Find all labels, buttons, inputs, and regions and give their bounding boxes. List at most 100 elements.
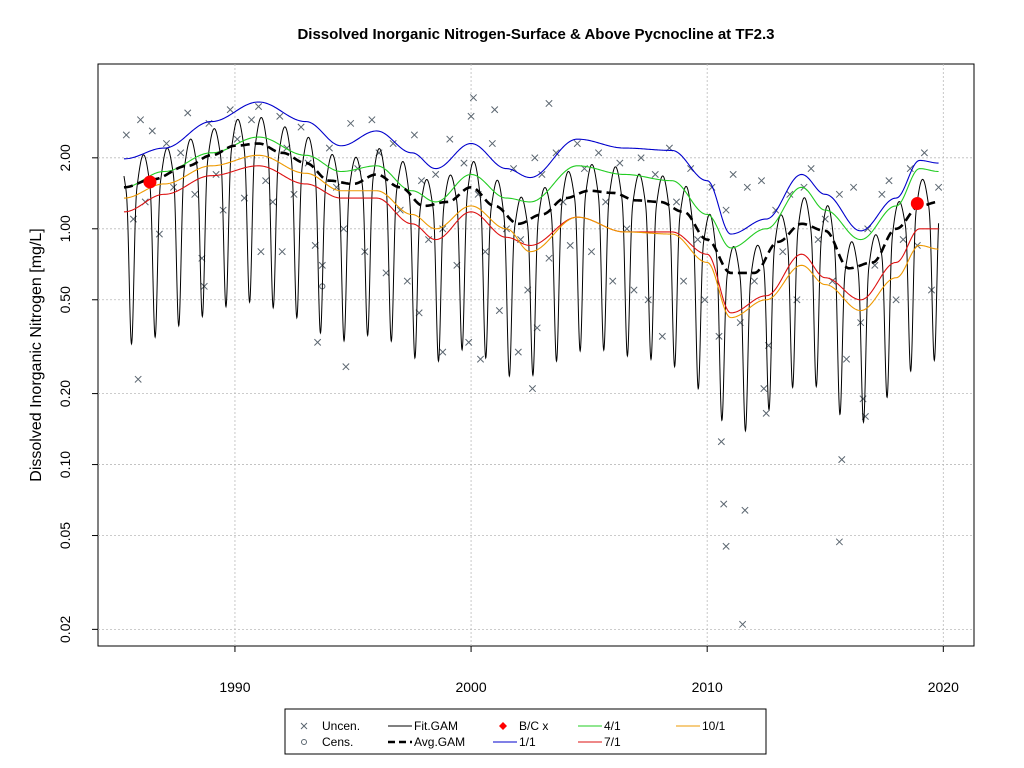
legend-label: Fit.GAM xyxy=(414,719,458,733)
legend-label: 1/1 xyxy=(519,735,536,749)
y-tick-label: 0.20 xyxy=(57,380,73,407)
legend-symbol xyxy=(300,722,308,730)
fit-gam-series xyxy=(123,117,940,433)
uncensored-point xyxy=(269,198,277,206)
uncensored-point xyxy=(623,225,631,233)
flow-line-d101 xyxy=(123,154,939,319)
uncensored-point xyxy=(821,215,829,223)
uncensored-point xyxy=(935,183,943,191)
uncensored-point xyxy=(491,106,499,114)
legend: Uncen. Cens. Fit.GAM Avg.GAM B/C x 1/1 4/1 7/1 1… xyxy=(284,708,767,755)
uncensored-point xyxy=(290,190,298,198)
bc-points xyxy=(143,175,924,211)
x-tick-label: 2010 xyxy=(692,679,723,695)
uncensored-point xyxy=(396,206,404,214)
uncensored-point xyxy=(162,139,171,148)
grid-lines xyxy=(98,64,974,646)
y-axis-label: Dissolved Inorganic Nitrogen [mg/L] xyxy=(28,228,45,481)
uncensored-point xyxy=(694,236,702,244)
legend-item-cens: Cens. xyxy=(301,735,353,749)
chart-title: Dissolved Inorganic Nitrogen-Surface & A… xyxy=(297,26,774,43)
uncensored-point xyxy=(750,277,758,285)
legend-item-avg: Avg.GAM xyxy=(388,735,465,749)
uncensored-point xyxy=(257,248,265,256)
uncensored-point xyxy=(476,355,485,363)
legend-symbol xyxy=(499,722,507,730)
uncensored-point xyxy=(885,177,893,185)
uncensored-point xyxy=(212,170,220,179)
uncensored-point xyxy=(318,261,326,269)
legend-label: 10/1 xyxy=(702,719,726,733)
uncensored-point xyxy=(439,348,447,356)
uncensored-point xyxy=(760,385,768,393)
uncensored-point xyxy=(838,456,846,464)
uncensored-point xyxy=(276,112,284,120)
uncensored-point xyxy=(920,149,928,157)
legend-label: Uncen. xyxy=(322,719,360,733)
legend-label: Avg.GAM xyxy=(414,735,465,749)
uncensored-point xyxy=(835,538,843,546)
uncensored-point xyxy=(637,154,645,162)
uncensored-point xyxy=(155,230,163,238)
uncensored-point xyxy=(278,248,286,256)
legend-label: 7/1 xyxy=(604,735,621,749)
uncensored-point xyxy=(184,109,192,117)
uncensored-point xyxy=(148,127,156,135)
uncensored-point xyxy=(226,106,234,114)
uncensored-point xyxy=(807,165,815,173)
uncensored-point xyxy=(722,206,730,214)
uncensored-point xyxy=(510,165,518,173)
uncensored-point xyxy=(793,296,801,304)
y-tick-label: 0.02 xyxy=(57,616,73,643)
uncensored-point xyxy=(602,198,610,206)
uncensored-point xyxy=(136,116,145,124)
uncensored-point xyxy=(340,225,348,233)
uncensored-point xyxy=(708,183,716,191)
uncensored-point xyxy=(566,241,574,249)
fit-gam-line xyxy=(123,117,940,433)
uncensored-point xyxy=(531,154,539,162)
x-tick-label: 1990 xyxy=(219,679,250,695)
uncensored-point xyxy=(552,149,560,157)
uncensored-point xyxy=(368,116,376,124)
uncensored-point xyxy=(757,177,766,185)
uncensored-point xyxy=(892,296,900,304)
uncensored-point xyxy=(878,190,886,198)
uncensored-point xyxy=(595,149,603,157)
y-tick-label: 0.50 xyxy=(57,286,73,313)
legend-label: Cens. xyxy=(322,735,353,749)
uncensored-point xyxy=(573,139,581,148)
uncensored-point xyxy=(325,144,333,152)
uncensored-point xyxy=(672,198,681,206)
uncensored-point xyxy=(389,139,397,148)
legend-label: 4/1 xyxy=(604,719,621,733)
uncensored-point xyxy=(545,254,553,262)
uncensored-point xyxy=(255,102,263,111)
uncensored-point xyxy=(864,225,872,233)
legend-item-fit: Fit.GAM xyxy=(388,719,458,733)
bc-point xyxy=(143,175,157,189)
uncensored-point xyxy=(417,177,426,185)
uncensored-point xyxy=(297,123,305,131)
uncensored-point xyxy=(722,542,730,550)
uncensored-point xyxy=(814,236,822,244)
bc-point xyxy=(910,197,924,211)
uncensored-point xyxy=(469,94,477,102)
uncensored-point xyxy=(191,190,199,198)
uncensored-point xyxy=(630,286,638,294)
legend-item-d101: 10/1 xyxy=(676,719,726,733)
uncensored-point xyxy=(680,277,688,285)
uncensored-point xyxy=(644,296,652,304)
legend-items: Uncen. Cens. Fit.GAM Avg.GAM B/C x 1/1 4/1 7/1 1… xyxy=(300,719,726,749)
uncensored-point xyxy=(488,139,496,148)
uncensored-point xyxy=(342,363,350,371)
avg-gam-line xyxy=(123,142,939,275)
uncensored-point xyxy=(835,190,843,198)
legend-box xyxy=(284,708,767,755)
flow-line-d11 xyxy=(123,101,939,235)
uncensored-point xyxy=(729,170,737,179)
y-tick-label: 1.00 xyxy=(57,215,73,242)
legend-symbol xyxy=(301,739,307,745)
uncensored-point xyxy=(134,375,142,383)
